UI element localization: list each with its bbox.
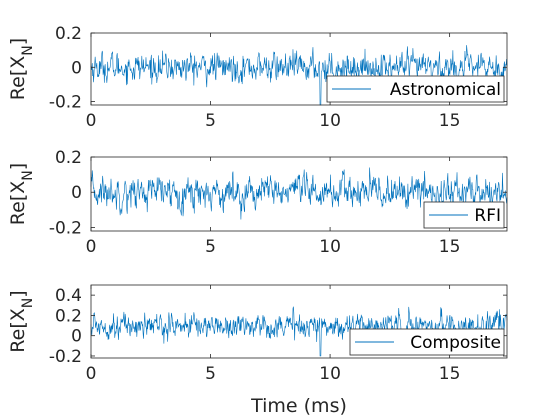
y-tick-label: 0 xyxy=(71,327,82,347)
y-tick-label: 0 xyxy=(71,58,82,78)
axes-box xyxy=(90,156,508,232)
y-axis-label: Re[XN] xyxy=(7,163,36,225)
x-tick-label: 5 xyxy=(205,364,216,384)
series-line-rfi xyxy=(90,167,508,220)
subplot-1: 0 5 10 15-0.200.2Re[XN]Astronomical xyxy=(7,24,508,131)
y-tick-label: 0.4 xyxy=(55,286,82,306)
y-tick-label: 0.2 xyxy=(55,148,82,168)
y-axis-label: Re[XN] xyxy=(7,38,36,100)
x-tick-label: 10 xyxy=(319,364,341,384)
subplot-2: 0 5 10 15-0.200.2Re[XN]RFI xyxy=(7,148,508,257)
y-tick-label: 0 xyxy=(71,183,82,203)
series-line-astronomical xyxy=(90,45,508,106)
x-tick-label: 0 xyxy=(86,111,97,131)
x-axis-label: Time (ms) xyxy=(250,395,347,417)
x-tick-label: 5 xyxy=(205,111,216,131)
y-tick-label: -0.2 xyxy=(49,93,82,113)
x-tick-label: 0 xyxy=(86,237,97,257)
legend: Astronomical xyxy=(326,75,505,103)
x-tick-label: 0 xyxy=(86,364,97,384)
x-tick-label: 10 xyxy=(319,111,341,131)
x-tick-label: 15 xyxy=(439,237,461,257)
axes-box xyxy=(90,284,508,359)
y-tick-label: 0.2 xyxy=(55,306,82,326)
legend-label: Astronomical xyxy=(390,80,501,100)
legend-label: RFI xyxy=(474,206,501,226)
legend: Composite xyxy=(349,328,505,356)
x-tick-label: 15 xyxy=(439,364,461,384)
subplot-3: 0 5 10 15-0.200.20.4Re[XN]Time (ms)Composit… xyxy=(7,284,508,417)
axes-box xyxy=(90,32,508,106)
y-axis-label: Re[XN] xyxy=(7,290,36,352)
y-tick-label: -0.2 xyxy=(49,218,82,238)
x-tick-label: 15 xyxy=(439,111,461,131)
x-tick-label: 10 xyxy=(319,237,341,257)
x-tick-label: 5 xyxy=(205,237,216,257)
y-tick-label: 0.2 xyxy=(55,24,82,44)
legend: RFI xyxy=(423,201,505,229)
legend-label: Composite xyxy=(410,333,501,353)
y-tick-label: -0.2 xyxy=(49,347,82,367)
